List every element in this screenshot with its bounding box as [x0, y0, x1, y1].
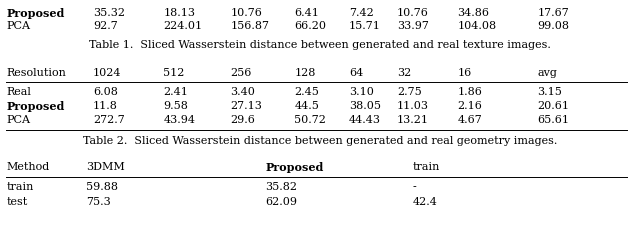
Text: 2.45: 2.45 — [294, 87, 319, 97]
Text: 3.40: 3.40 — [230, 87, 255, 97]
Text: 66.20: 66.20 — [294, 21, 326, 31]
Text: 29.6: 29.6 — [230, 115, 255, 125]
Text: train: train — [413, 162, 440, 172]
Text: 44.43: 44.43 — [349, 115, 381, 125]
Text: 2.16: 2.16 — [458, 101, 483, 111]
Text: 4.67: 4.67 — [458, 115, 483, 125]
Text: avg: avg — [538, 68, 557, 78]
Text: 6.41: 6.41 — [294, 8, 319, 18]
Text: 64: 64 — [349, 68, 363, 78]
Text: Table 1.  Sliced Wasserstein distance between generated and real texture images.: Table 1. Sliced Wasserstein distance bet… — [89, 40, 551, 50]
Text: 7.42: 7.42 — [349, 8, 374, 18]
Text: train: train — [6, 182, 34, 192]
Text: 3.15: 3.15 — [538, 87, 563, 97]
Text: 256: 256 — [230, 68, 252, 78]
Text: 11.03: 11.03 — [397, 101, 429, 111]
Text: 44.5: 44.5 — [294, 101, 319, 111]
Text: 1.86: 1.86 — [458, 87, 483, 97]
Text: 1024: 1024 — [93, 68, 122, 78]
Text: 11.8: 11.8 — [93, 101, 118, 111]
Text: 9.58: 9.58 — [163, 101, 188, 111]
Text: 27.13: 27.13 — [230, 101, 262, 111]
Text: 50.72: 50.72 — [294, 115, 326, 125]
Text: 62.09: 62.09 — [266, 197, 298, 207]
Text: 104.08: 104.08 — [458, 21, 497, 31]
Text: test: test — [6, 197, 28, 207]
Text: 33.97: 33.97 — [397, 21, 429, 31]
Text: 128: 128 — [294, 68, 316, 78]
Text: PCA: PCA — [6, 115, 31, 125]
Text: Resolution: Resolution — [6, 68, 67, 78]
Text: 15.71: 15.71 — [349, 21, 381, 31]
Text: -: - — [413, 182, 417, 192]
Text: 224.01: 224.01 — [163, 21, 202, 31]
Text: Proposed: Proposed — [6, 8, 65, 19]
Text: 17.67: 17.67 — [538, 8, 570, 18]
Text: 10.76: 10.76 — [230, 8, 262, 18]
Text: 35.82: 35.82 — [266, 182, 298, 192]
Text: 20.61: 20.61 — [538, 101, 570, 111]
Text: 3DMM: 3DMM — [86, 162, 125, 172]
Text: 65.61: 65.61 — [538, 115, 570, 125]
Text: 10.76: 10.76 — [397, 8, 429, 18]
Text: 32: 32 — [397, 68, 411, 78]
Text: 18.13: 18.13 — [163, 8, 195, 18]
Text: 2.75: 2.75 — [397, 87, 422, 97]
Text: 75.3: 75.3 — [86, 197, 111, 207]
Text: 6.08: 6.08 — [93, 87, 118, 97]
Text: Table 2.  Sliced Wasserstein distance between generated and real geometry images: Table 2. Sliced Wasserstein distance bet… — [83, 136, 557, 146]
Text: 272.7: 272.7 — [93, 115, 125, 125]
Text: 13.21: 13.21 — [397, 115, 429, 125]
Text: 59.88: 59.88 — [86, 182, 118, 192]
Text: 92.7: 92.7 — [93, 21, 118, 31]
Text: Proposed: Proposed — [266, 162, 324, 173]
Text: 35.32: 35.32 — [93, 8, 125, 18]
Text: 43.94: 43.94 — [163, 115, 195, 125]
Text: PCA: PCA — [6, 21, 31, 31]
Text: 16: 16 — [458, 68, 472, 78]
Text: 512: 512 — [163, 68, 184, 78]
Text: 2.41: 2.41 — [163, 87, 188, 97]
Text: Method: Method — [6, 162, 50, 172]
Text: 99.08: 99.08 — [538, 21, 570, 31]
Text: 38.05: 38.05 — [349, 101, 381, 111]
Text: 3.10: 3.10 — [349, 87, 374, 97]
Text: Proposed: Proposed — [6, 101, 65, 112]
Text: 42.4: 42.4 — [413, 197, 438, 207]
Text: Real: Real — [6, 87, 31, 97]
Text: 34.86: 34.86 — [458, 8, 490, 18]
Text: 156.87: 156.87 — [230, 21, 269, 31]
